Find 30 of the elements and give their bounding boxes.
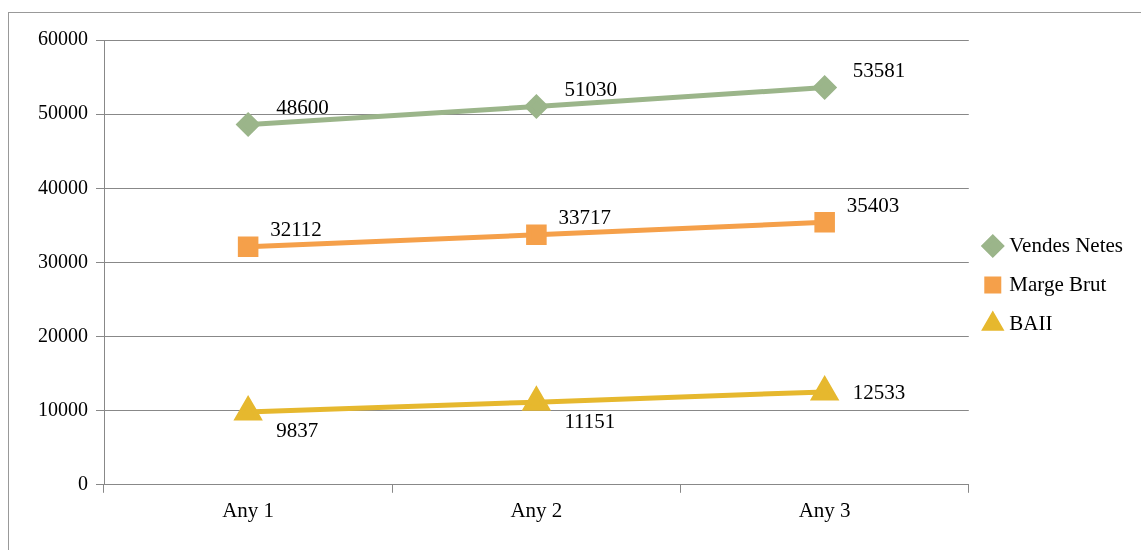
point <box>813 76 837 100</box>
y-tick-label: 50000 <box>38 101 88 124</box>
data-label: 11151 <box>564 408 616 433</box>
y-tick-label: 10000 <box>38 397 88 420</box>
data-label: 33717 <box>558 205 611 230</box>
y-tick-label: 30000 <box>38 249 88 272</box>
x-tick-label: Any 3 <box>798 497 851 522</box>
data-label: 48600 <box>276 95 329 120</box>
data-label: 53581 <box>852 58 906 83</box>
data-label: 35403 <box>846 192 900 217</box>
point <box>811 377 838 401</box>
y-tick-label: 40000 <box>38 175 88 198</box>
data-label: 51030 <box>564 77 617 102</box>
y-tick-label: 20000 <box>38 323 88 346</box>
point <box>814 212 835 233</box>
point <box>235 397 262 421</box>
y-tick-label: 60000 <box>38 27 88 50</box>
point <box>236 113 260 137</box>
point <box>237 236 259 258</box>
data-label: 12533 <box>852 380 906 405</box>
legend-label: Marge Brut <box>1009 271 1107 296</box>
x-tick-label: Any 1 <box>222 497 275 522</box>
legend-label: BAII <box>1009 310 1053 335</box>
point <box>524 95 548 118</box>
data-label: 32112 <box>270 217 322 242</box>
x-tick-label: Any 2 <box>510 497 563 522</box>
data-label: 9837 <box>276 418 319 443</box>
point <box>526 224 547 246</box>
legend-label: Vendes Netes <box>1009 232 1123 257</box>
y-tick-label: 0 <box>78 472 88 495</box>
